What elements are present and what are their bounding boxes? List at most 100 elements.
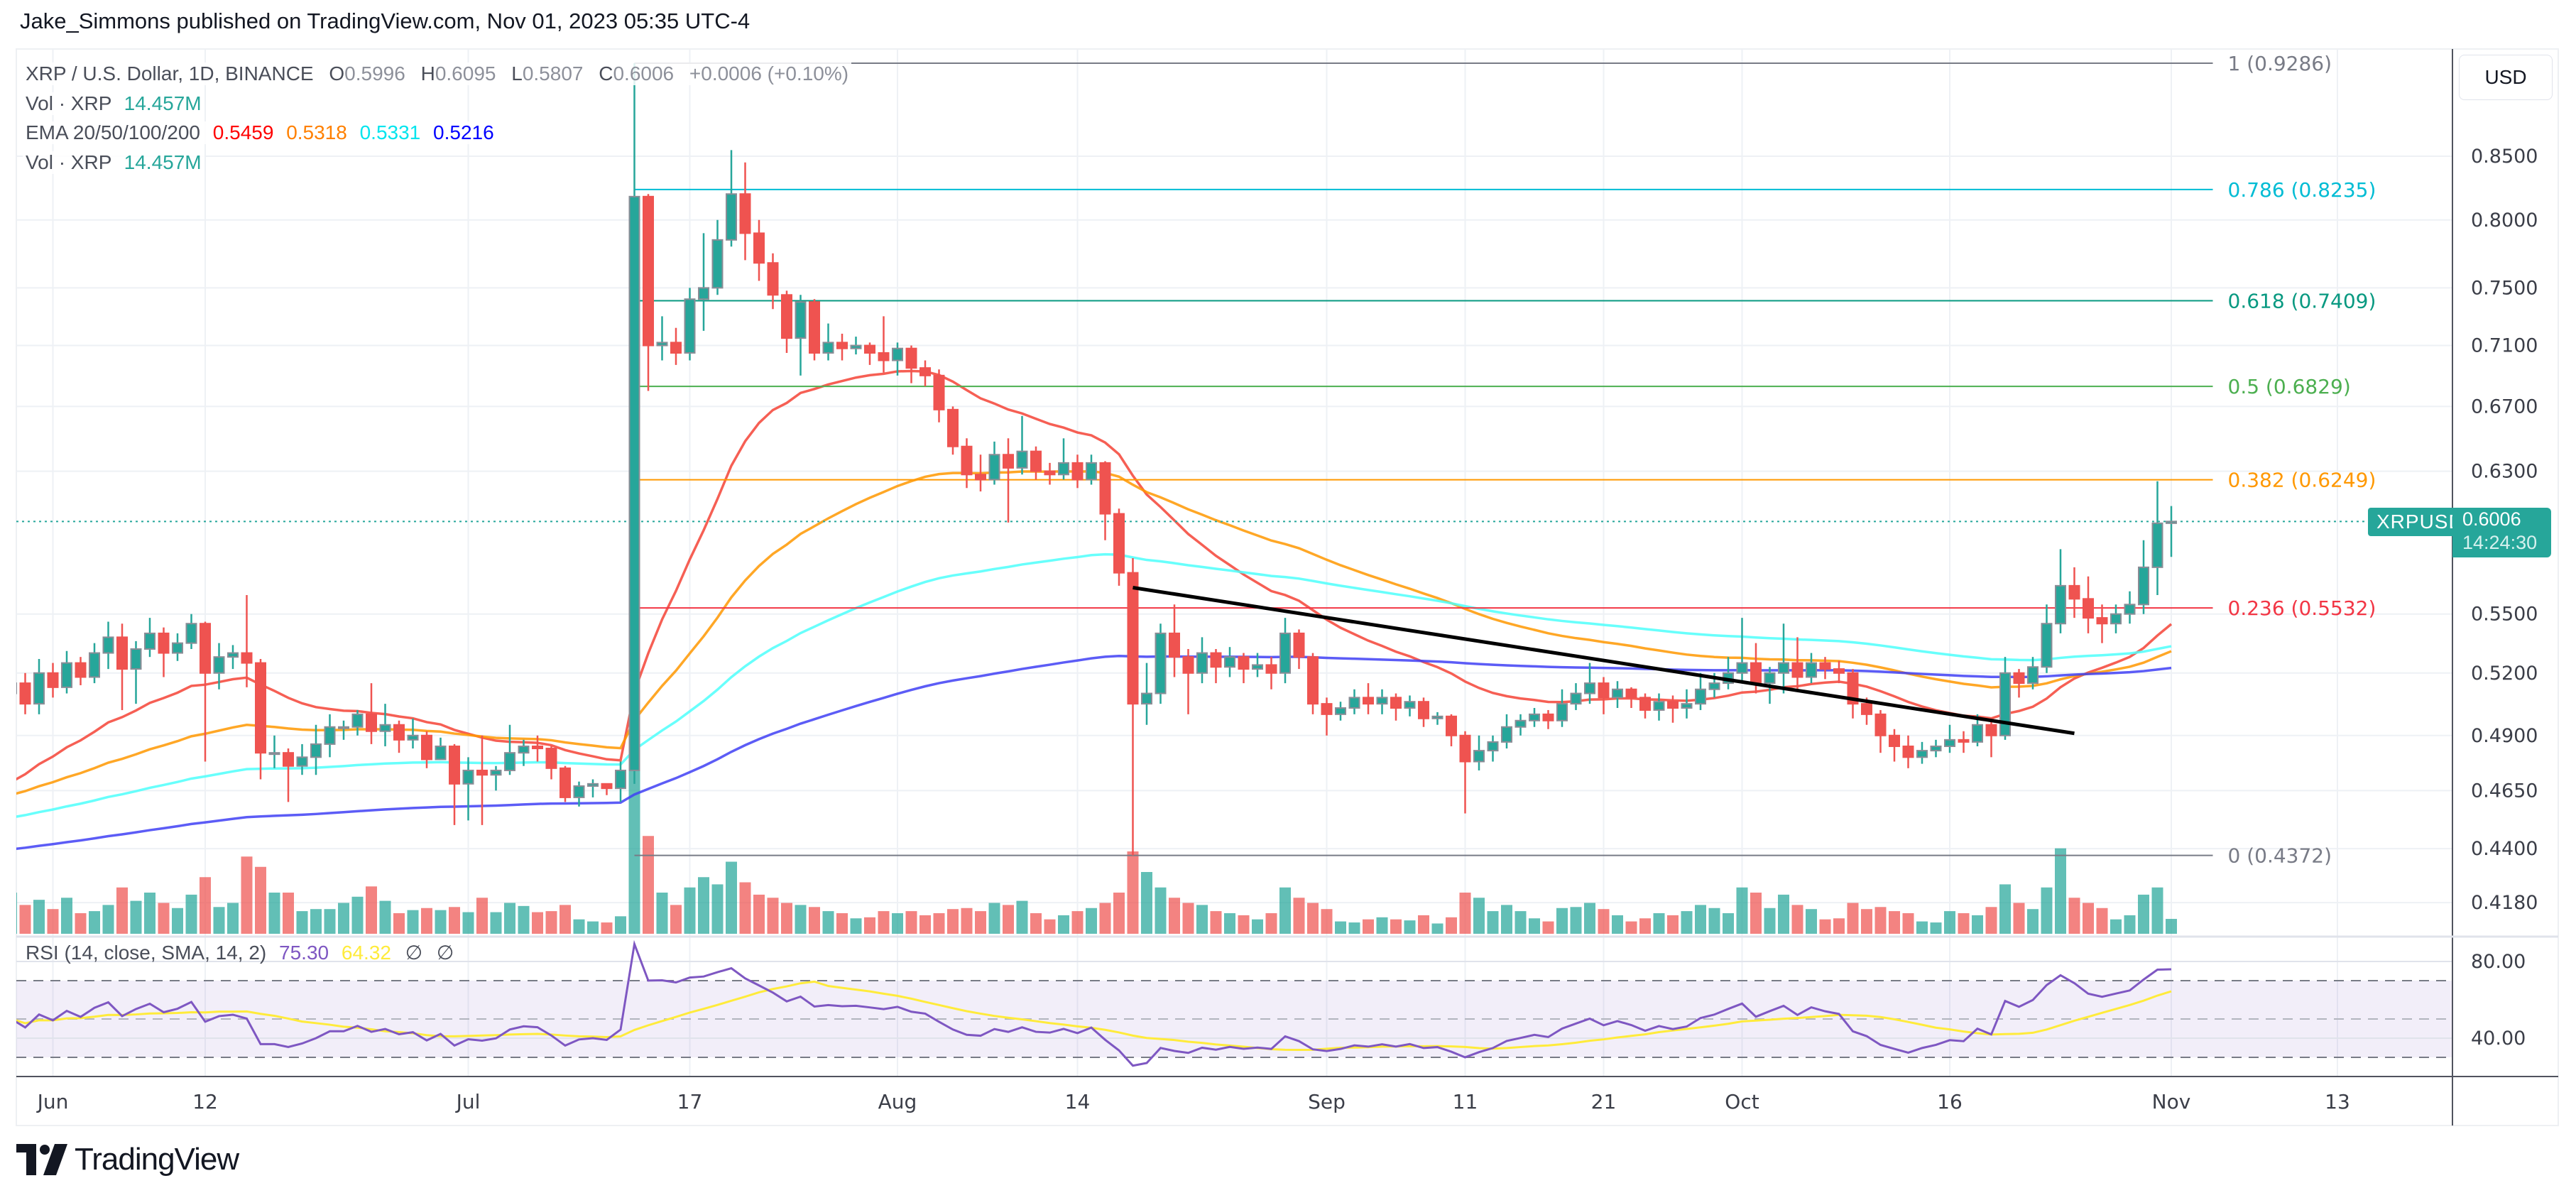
candle-body bbox=[1958, 739, 1970, 743]
candle bbox=[227, 645, 239, 670]
volume-bar bbox=[1418, 915, 1429, 934]
candle-body bbox=[1279, 632, 1291, 674]
candle bbox=[809, 299, 820, 361]
volume-bar bbox=[587, 921, 599, 934]
volume-bar bbox=[2027, 909, 2039, 934]
candle-body bbox=[1390, 697, 1402, 709]
volume-bar bbox=[1016, 900, 1028, 934]
candle bbox=[947, 406, 959, 455]
volume-bar bbox=[1723, 913, 1734, 934]
candle-body bbox=[102, 636, 114, 654]
volume-bar bbox=[947, 909, 959, 934]
candle bbox=[366, 683, 377, 744]
volume-label: Vol · XRP bbox=[26, 151, 111, 173]
volume-bar bbox=[407, 910, 419, 934]
candle-body bbox=[2083, 598, 2094, 619]
candle bbox=[1515, 714, 1527, 736]
candle bbox=[296, 743, 308, 775]
candle bbox=[1639, 693, 1651, 719]
candle bbox=[1071, 454, 1084, 489]
fib-level-label: 0 (0.4372) bbox=[2228, 844, 2332, 868]
volume-bar bbox=[532, 912, 543, 934]
legend-ema-row[interactable]: EMA 20/50/100/200 0.5459 0.5318 0.5331 0… bbox=[23, 121, 497, 144]
candle-body bbox=[1999, 672, 2011, 736]
volume-bar bbox=[2151, 887, 2163, 934]
tradingview-logo-icon bbox=[16, 1144, 67, 1175]
candle bbox=[89, 643, 100, 684]
candle bbox=[878, 316, 890, 373]
candle bbox=[615, 761, 626, 802]
candle bbox=[1902, 735, 1914, 768]
volume-bar bbox=[518, 905, 530, 934]
candle bbox=[75, 657, 87, 685]
candle bbox=[1113, 508, 1125, 586]
candle-body bbox=[1833, 668, 1845, 674]
candle-body bbox=[89, 652, 100, 678]
rsi-legend[interactable]: RSI (14, close, SMA, 14, 2) 75.30 64.32 … bbox=[26, 941, 454, 964]
symbol-name[interactable]: XRP / U.S. Dollar, 1D, BINANCE bbox=[26, 62, 314, 85]
rsi-value: 75.30 bbox=[279, 942, 329, 964]
ema-label: EMA 20/50/100/200 bbox=[26, 121, 200, 143]
price-tick-label: 0.4180 bbox=[2471, 892, 2538, 914]
axis-tick-labels: 0.8500 0.8000 0.7500 0.7100 0.6700 0.6300 0.55… bbox=[36, 146, 2538, 1113]
candle-body bbox=[2013, 672, 2025, 685]
volume-bar bbox=[1667, 915, 1679, 934]
volume-bar bbox=[47, 909, 59, 934]
volume-bar bbox=[366, 886, 377, 934]
rsi-sma-value: 64.32 bbox=[341, 942, 391, 964]
candle-body bbox=[1874, 713, 1887, 736]
candle-body bbox=[1916, 750, 1928, 758]
candle-body bbox=[1307, 656, 1319, 705]
candle-body bbox=[1030, 450, 1042, 472]
volume-bar bbox=[1113, 893, 1125, 934]
candle-body bbox=[1764, 672, 1776, 685]
volume-bar bbox=[1363, 919, 1374, 934]
currency-button[interactable]: USD bbox=[2459, 55, 2553, 100]
volume-bar bbox=[1736, 887, 1748, 934]
open-value: 0.5996 bbox=[344, 62, 405, 85]
candle bbox=[1307, 653, 1319, 714]
candle-body bbox=[1016, 450, 1028, 469]
trendline[interactable] bbox=[1133, 586, 2075, 736]
candle bbox=[504, 724, 515, 775]
fib-level-label: 1 (0.9286) bbox=[2228, 52, 2332, 75]
volume-bar bbox=[255, 866, 266, 934]
candle bbox=[19, 672, 31, 714]
candle bbox=[1874, 709, 1887, 753]
candle-body bbox=[643, 195, 654, 347]
fibonacci-retracement[interactable]: 1 (0.9286) 0.786 (0.8235) 0.618 (0.7409) 0.… bbox=[16, 52, 2376, 868]
candle bbox=[1819, 657, 1831, 680]
rsi-label: RSI (14, close, SMA, 14, 2) bbox=[26, 942, 267, 964]
candle-body bbox=[1363, 697, 1374, 705]
time-tick-label: 14 bbox=[1065, 1090, 1091, 1113]
candle bbox=[726, 150, 737, 247]
candle bbox=[200, 621, 211, 762]
candle bbox=[407, 718, 419, 749]
volume-bar bbox=[726, 861, 737, 934]
open-label: O bbox=[329, 62, 345, 85]
volume-bar bbox=[1695, 905, 1706, 934]
tradingview-logo[interactable]: TradingView bbox=[16, 1142, 239, 1177]
volume-bar bbox=[200, 877, 211, 934]
candle-body bbox=[628, 195, 640, 771]
candle bbox=[1501, 714, 1512, 749]
candle-body bbox=[1902, 745, 1914, 758]
volume-bar bbox=[975, 911, 986, 934]
trendline-line[interactable] bbox=[1133, 586, 2075, 736]
candle bbox=[2151, 481, 2163, 596]
volume-bar bbox=[379, 900, 391, 934]
candle bbox=[1695, 672, 1706, 710]
legend-volume-row-2[interactable]: Vol · XRP 14.457M bbox=[23, 151, 204, 174]
candle bbox=[781, 290, 792, 354]
volume-bar bbox=[144, 893, 155, 934]
volume-bar bbox=[1252, 919, 1263, 934]
volume-bar bbox=[1889, 911, 1900, 934]
time-tick-label: Nov bbox=[2152, 1090, 2191, 1113]
candle bbox=[795, 295, 807, 376]
volume-bar bbox=[1778, 894, 1789, 934]
legend-volume-row[interactable]: Vol · XRP 14.457M bbox=[23, 92, 204, 115]
volume-bar bbox=[1390, 919, 1402, 934]
candle-body bbox=[933, 374, 945, 410]
price-tick-label: 0.6700 bbox=[2471, 396, 2538, 418]
